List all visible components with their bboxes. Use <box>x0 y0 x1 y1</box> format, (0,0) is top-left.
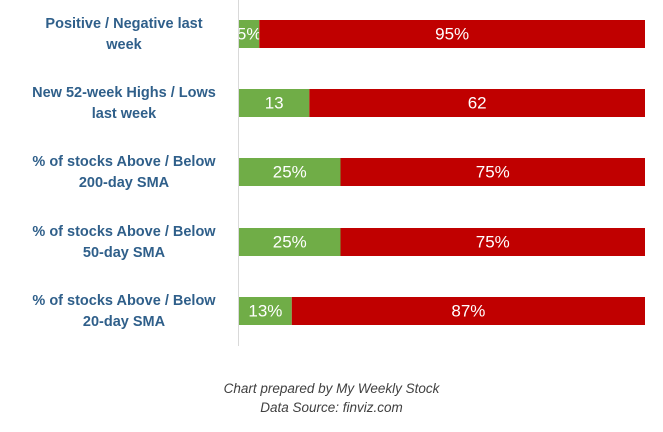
data-label-s0-c1: 13 <box>265 94 284 113</box>
bar-segment-s1-c3 <box>340 228 645 256</box>
data-source: Data Source: finviz.com <box>260 400 403 415</box>
category-label-0-line-0: Positive / Negative last <box>45 16 202 32</box>
bar-segment-s1-c4 <box>291 297 645 325</box>
bar-segment-s0-c1 <box>239 89 310 117</box>
category-label-1-line-0: New 52-week Highs / Lows <box>32 85 216 101</box>
category-label-4-line-0: % of stocks Above / Below <box>32 293 216 309</box>
data-label-s1-c0: 95% <box>435 25 469 44</box>
data-label-s1-c4: 87% <box>451 302 485 321</box>
category-label-3-line-1: 50-day SMA <box>83 245 166 261</box>
data-label-s0-c0: 5% <box>237 25 262 44</box>
category-label-1-line-1: last week <box>92 106 157 122</box>
bar-segment-s1-c1 <box>309 89 645 117</box>
bar-segment-s1-c2 <box>340 158 645 186</box>
chart-credit: Chart prepared by My Weekly Stock <box>223 381 440 396</box>
data-label-s0-c4: 13% <box>248 302 282 321</box>
data-label-s0-c3: 25% <box>273 233 307 252</box>
data-label-s1-c2: 75% <box>476 163 510 182</box>
bar-segment-s1-c0 <box>259 20 645 48</box>
bar-segment-s0-c0 <box>239 20 260 48</box>
bar-segment-s0-c2 <box>239 158 341 186</box>
data-label-s1-c1: 62 <box>468 94 487 113</box>
data-label-s1-c3: 75% <box>476 233 510 252</box>
category-label-0-line-1: week <box>105 37 142 53</box>
bar-segment-s0-c4 <box>239 297 292 325</box>
bar-segment-s0-c3 <box>239 228 341 256</box>
category-label-4-line-1: 20-day SMA <box>83 314 166 330</box>
category-label-3-line-0: % of stocks Above / Below <box>32 224 216 240</box>
data-label-s0-c2: 25% <box>273 163 307 182</box>
category-label-2-line-0: % of stocks Above / Below <box>32 154 216 170</box>
category-label-2-line-1: 200-day SMA <box>79 175 170 191</box>
